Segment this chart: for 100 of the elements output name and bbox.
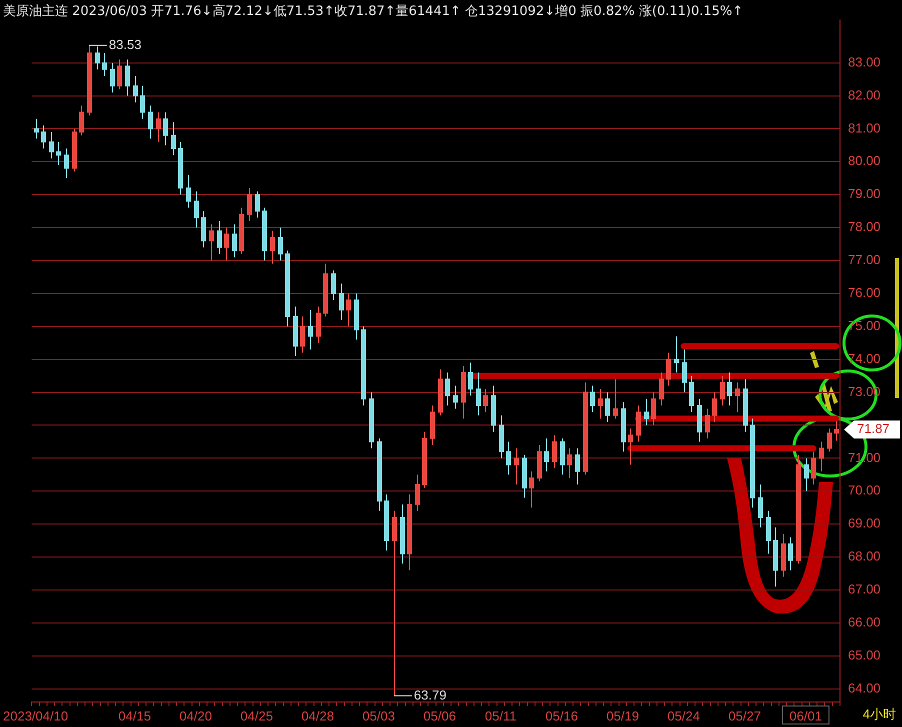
x-tick-label: 05/24 [667,708,700,724]
candlestick [41,124,46,149]
chart-title: 美原油主连 2023/06/03 开71.76↓高72.12↓低71.53↑收71.87↑量61441↑ 仓13291092↓增0 振0.82% 涨(0.11)0.15%↑ [3,3,744,20]
candlestick [827,428,832,452]
candlestick [750,418,755,508]
candlestick [720,375,725,406]
candlestick [148,105,153,140]
annotation: 63.79 [414,687,446,702]
candlestick [316,306,321,344]
candlestick [735,382,740,413]
candlestick [659,372,664,406]
candlestick [117,59,122,90]
candlestick [605,392,610,422]
candlestick [727,372,732,406]
x-tick-label: 06/01 [789,708,822,724]
candlestick [522,454,527,498]
x-tick-label: 04/28 [301,708,334,724]
y-tick-label: 66.00 [848,614,881,630]
candlestick [300,316,305,354]
candlestick [834,420,839,442]
candlestick [377,438,382,512]
y-tick-label: 83.00 [848,54,881,70]
y-tick-label: 67.00 [848,582,881,597]
candlestick [201,210,206,248]
candlestick [232,224,237,258]
candlestick [163,112,168,146]
y-tick-label: 77.00 [848,252,881,268]
candlestick [438,368,443,416]
y-tick-label: 82.00 [848,87,881,102]
candlestick [64,148,69,179]
candlestick [598,388,603,420]
candlestick [278,227,283,262]
candlestick [49,132,54,159]
y-tick-label: 80.00 [848,153,881,168]
candlestick [819,441,824,472]
candlestick [194,190,199,228]
candlestick [666,352,671,386]
candlestick [674,336,679,374]
candlestick [110,62,115,93]
candlestick [369,392,374,449]
y-tick-label: 78.00 [848,219,881,234]
x-tick-label: 05/19 [606,708,639,724]
candlestick [705,408,710,439]
candlestick [102,52,107,77]
y-tick-label: 69.00 [848,516,881,531]
candlestick [346,292,351,327]
candlestick [773,526,778,588]
candlestick [544,438,549,472]
candlestick [491,385,496,432]
candlestick [461,365,466,420]
y-tick-label: 81.00 [848,120,881,136]
candlestick [483,388,488,413]
x-tick-label: 2023/04/10 [2,708,68,724]
candlestick [125,59,130,96]
candlestick [331,270,336,301]
candlestick [72,128,77,172]
candlestick [552,434,557,469]
candlestick [796,454,801,564]
y-tick-label: 70.00 [848,482,881,498]
candlestick [476,372,481,416]
candlestick [804,458,809,492]
candlestick [613,378,618,420]
candlestick [621,402,626,452]
candlestick [529,470,534,508]
candlestick [811,451,816,486]
candlestick [788,536,793,571]
x-tick-label: 04/25 [240,708,273,724]
candlestick [79,105,84,136]
candlestick [689,375,694,413]
candlestick [270,230,275,264]
candlestick [308,309,313,350]
y-tick-label: 68.00 [848,548,881,564]
candlestick [34,118,39,140]
candlestick [186,174,191,208]
text: 4小时 [862,706,896,722]
candlestick [133,76,138,103]
annotation: 83.53 [108,36,142,52]
candlestick [590,385,595,413]
candlestick [537,444,542,482]
candlestick [209,224,214,262]
candlestick [217,220,222,254]
x-tick-label: 05/16 [545,708,578,724]
candlestick [339,283,344,320]
candlestick [400,504,405,564]
candlestick [583,382,588,476]
candlestick [415,474,420,512]
candlestick [575,448,580,486]
candlestick [567,448,572,478]
candlestick [140,85,145,120]
candlestick [651,392,656,426]
candlestick [285,250,290,327]
y-tick-label: 79.00 [848,186,881,202]
candlestick [560,438,565,476]
candlestick [445,372,450,406]
candlestick [262,207,267,262]
y-tick-label: 65.00 [848,647,881,662]
candlestick [758,484,763,528]
candlestick [384,494,389,551]
x-tick-label: 04/15 [118,708,151,724]
y-tick-label: 76.00 [848,285,881,300]
